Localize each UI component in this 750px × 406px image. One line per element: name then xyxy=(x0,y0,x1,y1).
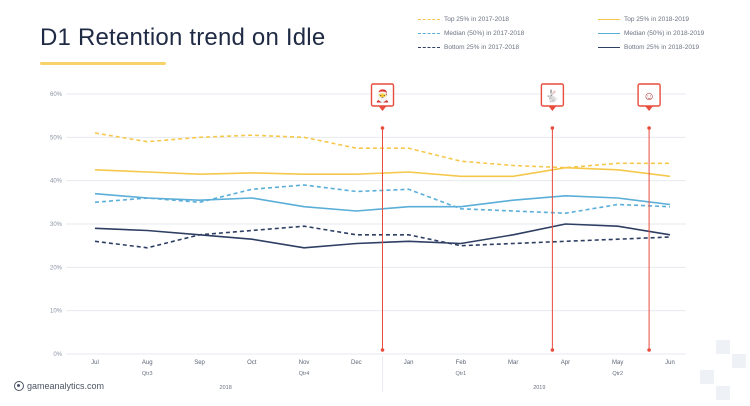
legend-label: Median (50%) in 2018-2019 xyxy=(624,29,705,37)
year-label: 2018 xyxy=(220,385,232,391)
legend-swatch xyxy=(418,46,440,48)
y-tick-label: 0% xyxy=(53,352,62,358)
quarter-label: Qtr1 xyxy=(456,371,467,377)
event-marker-dot-bottom xyxy=(380,348,385,352)
legend-item: Bottom 25% in 2017-2018 xyxy=(418,42,598,52)
x-tick-label: Feb xyxy=(456,360,467,366)
x-tick-label: Jul xyxy=(91,360,99,366)
santa-icon: 🎅 xyxy=(375,89,390,103)
legend-swatch xyxy=(598,46,620,48)
x-tick-label: Jan xyxy=(404,360,414,366)
gameanalytics-logo-icon xyxy=(14,381,24,391)
legend-label: Top 25% in 2018-2019 xyxy=(624,15,690,23)
event-marker-dot-top xyxy=(647,126,651,130)
smiley-icon: ☺ xyxy=(643,89,655,103)
event-marker-dot-bottom xyxy=(550,348,555,352)
legend-swatch xyxy=(418,18,440,20)
legend-swatch xyxy=(418,32,440,34)
x-tick-label: Jun xyxy=(665,360,675,366)
y-tick-label: 60% xyxy=(50,92,63,98)
x-tick-label: Mar xyxy=(508,360,518,366)
chart-legend: Top 25% in 2017-2018 Top 25% in 2018-2019… xyxy=(418,14,738,52)
x-tick-label: Nov xyxy=(299,360,310,366)
decor-square xyxy=(700,370,714,384)
legend-swatch xyxy=(598,18,620,20)
decor-square xyxy=(732,354,746,368)
x-tick-label: Oct xyxy=(247,360,257,366)
legend-item: Bottom 25% in 2018-2019 xyxy=(598,42,738,52)
legend-label: Bottom 25% in 2017-2018 xyxy=(444,43,520,51)
decor-square xyxy=(716,340,730,354)
y-tick-label: 10% xyxy=(50,309,63,315)
legend-item: Top 25% in 2017-2018 xyxy=(418,14,598,24)
legend-label: Bottom 25% in 2018-2019 xyxy=(624,43,700,51)
quarter-label: Qtr3 xyxy=(142,371,153,377)
y-tick-label: 30% xyxy=(50,222,63,228)
x-tick-label: Sep xyxy=(194,360,205,366)
y-tick-label: 20% xyxy=(50,265,63,271)
legend-label: Median (50%) in 2017-2018 xyxy=(444,29,525,37)
legend-swatch xyxy=(598,32,620,34)
x-tick-label: Apr xyxy=(561,360,570,366)
title-underline xyxy=(40,62,166,65)
legend-label: Top 25% in 2017-2018 xyxy=(444,15,510,23)
y-tick-label: 40% xyxy=(50,179,63,185)
quarter-label: Qtr2 xyxy=(612,371,623,377)
decor-square xyxy=(716,386,730,400)
legend-item: Top 25% in 2018-2019 xyxy=(598,14,738,24)
event-marker-dot-top xyxy=(380,126,385,130)
legend-item: Median (50%) in 2018-2019 xyxy=(598,28,738,38)
year-label: 2019 xyxy=(533,385,545,391)
legend-item: Median (50%) in 2017-2018 xyxy=(418,28,598,38)
event-marker-dot-top xyxy=(550,126,555,130)
x-tick-label: May xyxy=(612,360,623,366)
chart-title: D1 Retention trend on Idle xyxy=(40,24,326,51)
x-tick-label: Aug xyxy=(142,360,153,366)
x-tick-label: Dec xyxy=(351,360,362,366)
event-marker-dot-bottom xyxy=(647,348,651,352)
y-tick-label: 50% xyxy=(50,135,63,141)
event-marker-pointer xyxy=(548,106,557,111)
event-marker-pointer xyxy=(645,106,654,111)
event-marker-pointer xyxy=(378,106,387,111)
rabbit-icon: 🐇 xyxy=(545,89,560,103)
quarter-label: Qtr4 xyxy=(299,371,310,377)
brand-text: gameanalytics.com xyxy=(27,381,105,391)
brand-logo: gameanalytics.com xyxy=(14,381,104,391)
